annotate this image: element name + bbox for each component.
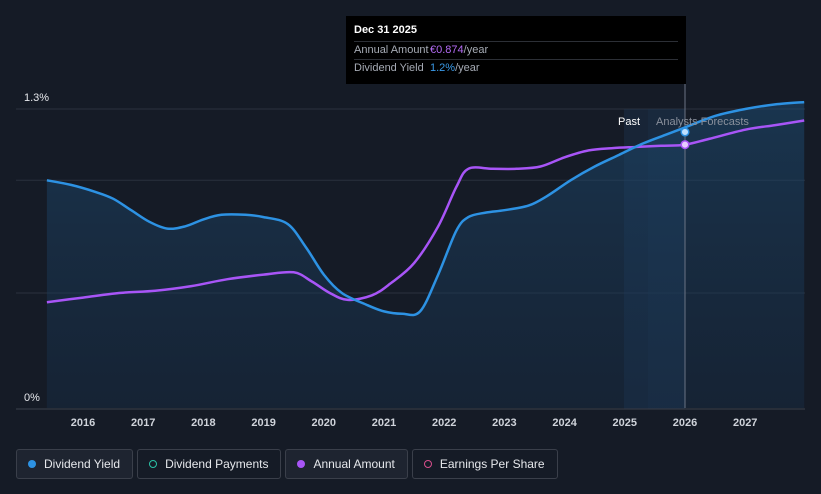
x-tick-label: 2019	[251, 417, 275, 429]
dividend-yield-dot-icon	[28, 460, 36, 468]
x-tick-label: 2026	[673, 417, 697, 429]
annual-amount-marker[interactable]	[680, 140, 690, 150]
y-tick-top: 1.3%	[24, 92, 49, 104]
x-tick-label: 2025	[613, 417, 637, 429]
x-tick-label: 2018	[191, 417, 215, 429]
legend-label: Dividend Payments	[165, 457, 269, 471]
x-tick-label: 2016	[71, 417, 95, 429]
tooltip-label: Dividend Yield	[354, 62, 424, 74]
legend-label: Annual Amount	[313, 457, 395, 471]
earnings-per-share-ring-icon	[423, 460, 432, 468]
x-tick-label: 2017	[131, 417, 155, 429]
tooltip: Dec 31 2025 Annual Amount €0.874 /year D…	[346, 16, 686, 84]
tooltip-label: Annual Amount	[354, 44, 429, 56]
x-tick-label: 2022	[432, 417, 456, 429]
legend-label: Dividend Yield	[44, 457, 121, 471]
annual-amount-dot-icon	[297, 460, 306, 468]
dividend-yield-line	[46, 100, 805, 317]
dividend-yield-marker[interactable]	[680, 127, 690, 137]
forecast-label: Analysts Forecasts	[656, 116, 749, 128]
x-tick-label: 2021	[372, 417, 396, 429]
legend-earnings-per-share[interactable]: Earnings Per Share	[411, 449, 558, 479]
x-tick-label: 2020	[312, 417, 336, 429]
legend-dividend-payments[interactable]: Dividend Payments	[137, 449, 282, 479]
tooltip-title: Dec 31 2025	[354, 24, 417, 36]
y-tick-bottom: 0%	[24, 392, 40, 404]
x-tick-label: 2024	[552, 417, 577, 429]
legend-dividend-yield[interactable]: Dividend Yield	[16, 449, 134, 479]
x-tick-label: 2023	[492, 417, 516, 429]
tooltip-unit: /year	[455, 62, 480, 74]
tooltip-value: €0.874	[430, 44, 464, 56]
dividend-payments-ring-icon	[149, 460, 158, 468]
tooltip-value: 1.2%	[430, 62, 456, 74]
tooltip-unit: /year	[463, 44, 489, 56]
dividend-yield-area	[46, 102, 805, 408]
past-label: Past	[618, 116, 640, 128]
tooltip-row-annual-amount: Annual Amount €0.874 /year	[354, 41, 678, 59]
legend-label: Earnings Per Share	[439, 457, 545, 471]
tooltip-row-dividend-yield: Dividend Yield 1.2% /year	[354, 59, 678, 77]
annual-amount-line	[46, 119, 805, 304]
legend-annual-amount[interactable]: Annual Amount	[285, 449, 408, 479]
legend: Dividend Yield Dividend Payments Annual …	[16, 449, 558, 479]
x-tick-label: 2027	[733, 417, 757, 429]
